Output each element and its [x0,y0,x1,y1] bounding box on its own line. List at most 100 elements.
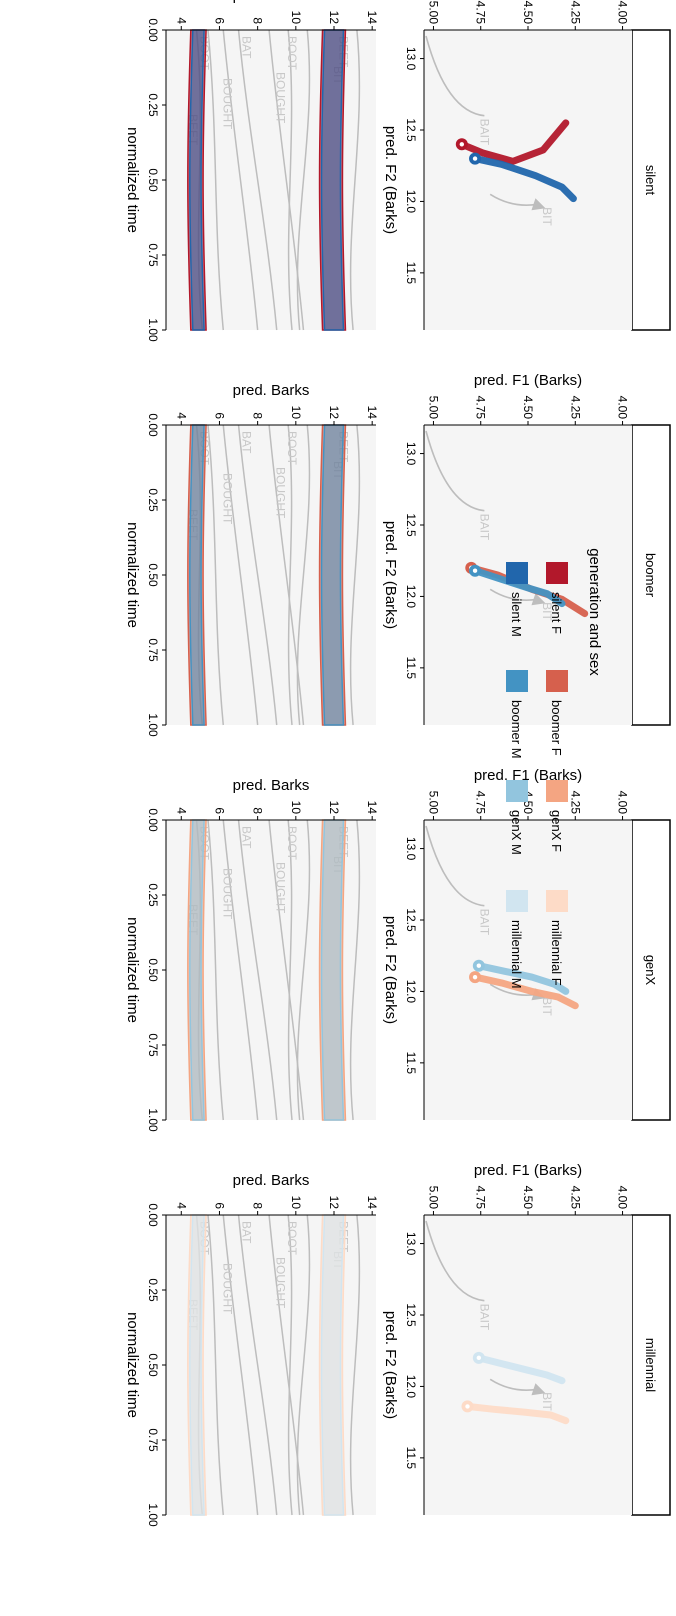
y-tick-label: 8 [251,1202,265,1209]
x-tick-label: 0.00 [146,808,160,832]
y-tick-label: 12 [327,11,341,25]
y-tick-label: 8 [251,17,265,24]
y-tick-label: 14 [365,406,379,420]
y-axis-title: pred. Barks [233,1172,310,1189]
x-tick-label: 13.0 [404,837,418,861]
x-tick-label: 1.00 [146,318,160,342]
reference-trajectory [268,424,305,726]
reference-trajectory [349,29,361,331]
legend-swatch [506,670,528,692]
facet-panels: silent BAIT BIT 13.0 12.5 12.0 11.5 pred. F2 (B… [124,0,671,1527]
y-tick-label: 10 [289,11,303,25]
y-tick-label: 4.00 [616,396,630,420]
facet-genX: genX BAIT BIT 13.0 12.5 12.0 11.5 pred. F2 (Bar… [124,767,671,1132]
reference-trajectory-label: BOUGHT [220,1263,234,1315]
reference-vowel-label: BAIT [478,514,492,541]
facet-silent: silent BAIT BIT 13.0 12.5 12.0 11.5 pred. F2 (B… [124,0,671,342]
x-tick-label: 0.25 [146,1278,160,1302]
x-axis-title: normalized time [124,917,141,1023]
trajectory-band-millennial-M [320,1214,345,1516]
y-tick-label: 5.00 [426,396,440,420]
legend: generation and sex silent F boomer F genX … [506,548,603,989]
legend-swatch [546,890,568,912]
reference-trajectory-label: BOOT [285,826,299,861]
x-tick-label: 12.0 [404,190,418,214]
y-tick-label: 10 [289,1196,303,1210]
y-tick-label: 5.00 [426,1,440,25]
x-tick-label: 0.50 [146,1353,160,1377]
x-tick-label: 11.5 [404,1052,418,1075]
x-tick-label: 0.25 [146,93,160,117]
legend-label: genX M [509,810,524,855]
vowel-onset-marker [476,963,482,968]
y-tick-label: 5.00 [426,791,440,815]
reference-arrowhead [531,198,546,211]
reference-trajectory [287,819,293,1121]
reference-vowel-track [425,430,485,512]
x-axis-title: normalized time [124,127,141,233]
reference-arrowhead [531,593,546,606]
y-tick-label: 4.25 [568,1186,582,1210]
y-tick-label: 4.00 [616,1,630,25]
y-tick-label: 4.50 [521,1,535,25]
legend-label: boomer M [509,700,524,759]
reference-vowel-label: BIT [540,1392,554,1411]
x-tick-label: 12.5 [404,908,418,932]
y-tick-label: 8 [251,412,265,419]
reference-vowel-track [489,588,538,601]
vowel-onset-marker [472,156,478,161]
x-tick-label: 12.5 [404,513,418,537]
x-tick-label: 11.5 [404,1447,418,1470]
x-tick-label: 0.50 [146,168,160,192]
trajectory-band-boomer-M [320,424,345,726]
y-tick-label: 4.00 [616,1186,630,1210]
reference-trajectory-label: BOUGHT [220,78,234,130]
reference-trajectory-label: BOUGHT [274,1257,288,1309]
facet-millennial: millennial BAIT BIT 13.0 12.5 12.0 11.5 pred. F… [124,1162,671,1527]
reference-trajectory-label: BAT [239,826,253,849]
y-tick-label: 10 [289,406,303,420]
y-tick-label: 4.25 [568,396,582,420]
x-tick-label: 13.0 [404,47,418,71]
x-tick-label: 0.75 [146,638,160,662]
reference-trajectory-label: BOUGHT [274,72,288,124]
legend-label: millennial F [549,920,564,986]
y-tick-label: 4.25 [568,791,582,815]
y-tick-label: 12 [327,406,341,420]
x-tick-label: 12.0 [404,585,418,609]
x-tick-label: 11.5 [404,657,418,680]
reference-trajectory-label: BOUGHT [220,473,234,525]
reference-vowel-track [489,1378,538,1391]
y-axis-title: pred. Barks [233,382,310,399]
y-tick-label: 4 [174,17,188,24]
reference-trajectory [296,424,311,726]
y-tick-label: 6 [212,1202,226,1209]
reference-trajectory-label: BOUGHT [274,862,288,914]
reference-trajectory-label: BOUGHT [274,467,288,519]
x-axis-title: pred. F2 (Barks) [382,916,399,1024]
trajectory-band-genX-M [320,819,345,1121]
y-tick-label: 4 [174,807,188,814]
y-tick-label: 4.25 [568,1,582,25]
x-tick-label: 0.75 [146,243,160,267]
vowel-onset-marker [465,1404,470,1409]
reference-trajectory [222,819,259,1121]
vowel-track-boomer-M [471,567,566,608]
reference-trajectory [296,29,311,331]
x-axis-title: pred. F2 (Barks) [382,126,399,234]
x-tick-label: 0.50 [146,958,160,982]
y-tick-label: 12 [327,1196,341,1210]
y-tick-label: 4.00 [616,791,630,815]
reference-trajectory [287,29,293,331]
vowel-space-panel [424,1215,632,1515]
facet-strip-label: genX [643,955,658,986]
y-axis-title: pred. Barks [233,0,310,4]
legend-label: silent F [549,592,564,634]
reference-trajectory [237,424,278,726]
y-tick-label: 4.75 [474,396,488,420]
reference-trajectory-label: BAT [239,431,253,454]
facet-strip-label: silent [643,165,658,196]
reference-vowel-track [425,35,485,117]
reference-trajectory [207,424,225,726]
